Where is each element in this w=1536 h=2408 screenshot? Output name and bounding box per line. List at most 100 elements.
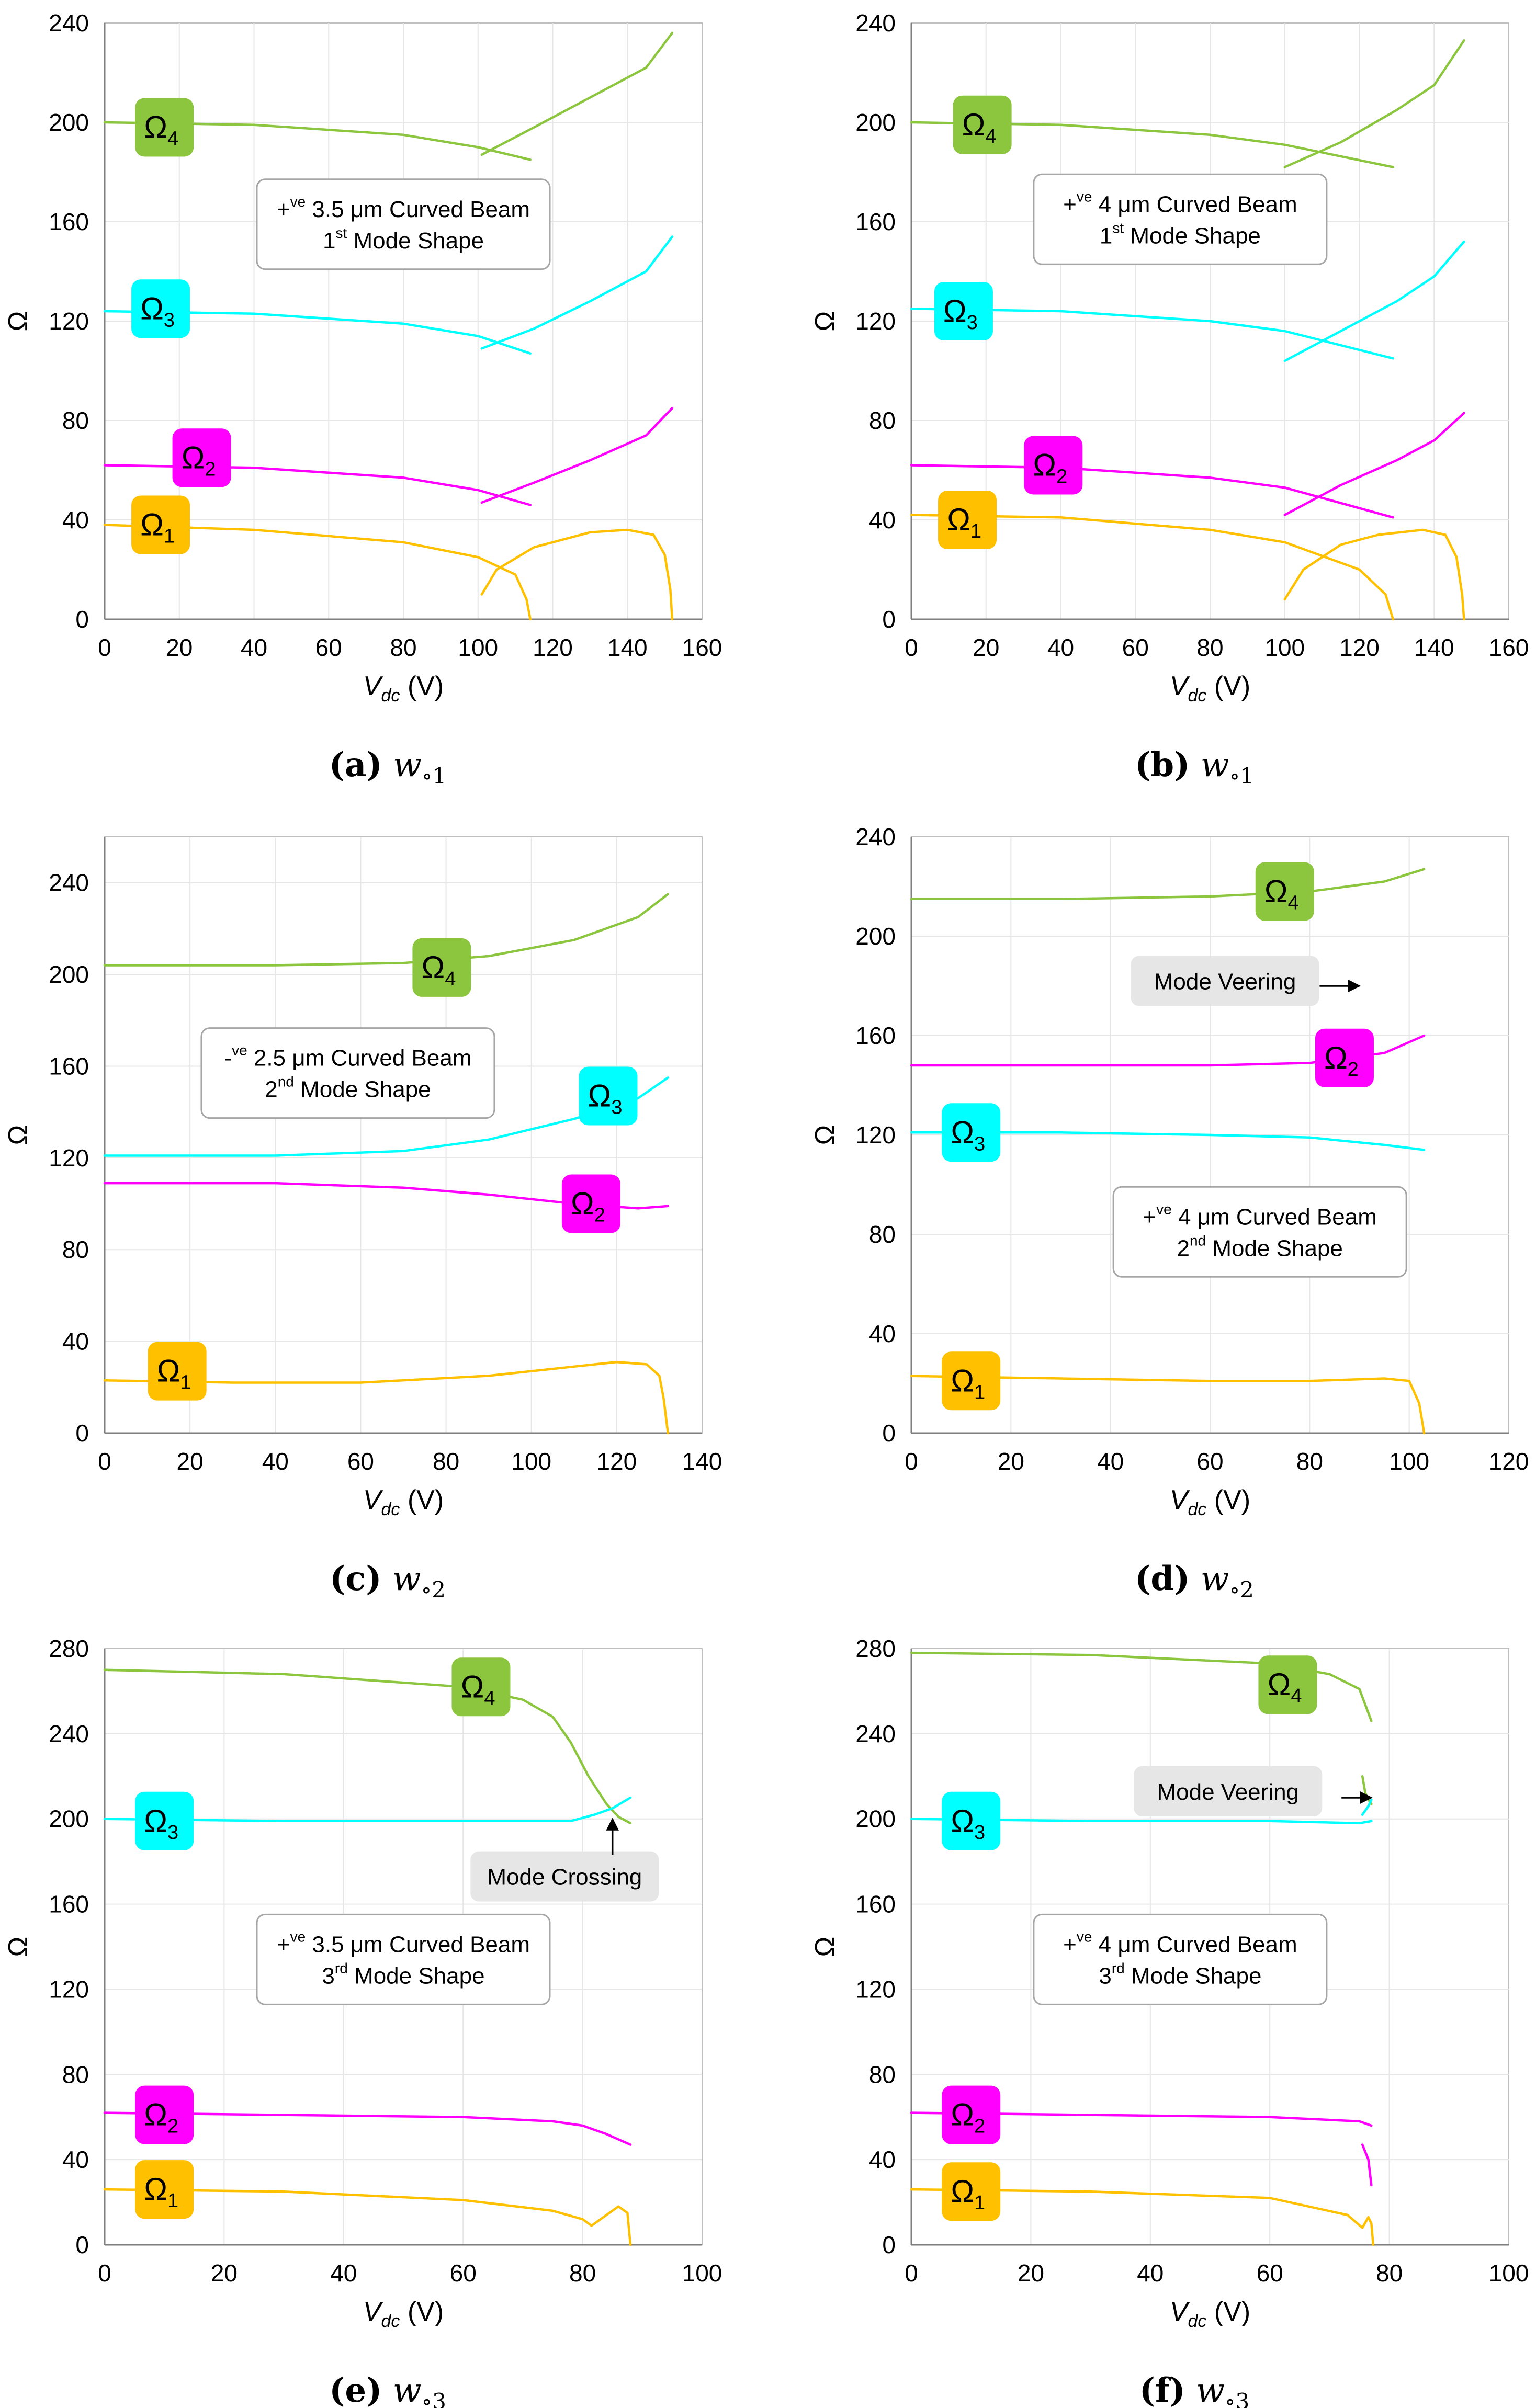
caption-letter: (d) <box>1135 1559 1190 1598</box>
x-tick-label: 0 <box>98 1448 111 1475</box>
x-tick-label: 20 <box>177 1448 204 1475</box>
series-label-tag <box>135 2160 194 2219</box>
series-label-subscript: 3 <box>167 1822 178 1844</box>
y-axis-title: Ω <box>810 1937 840 1957</box>
series-line <box>910 1375 1426 1435</box>
series-label: Ω3 <box>951 1803 985 1844</box>
series-label: Ω2 <box>571 1186 605 1226</box>
series-line <box>103 893 669 967</box>
chart-panel-d: 0 20 40 60 80 100 120 0 40 80 120 160 200 240 Vdc (V) Ω… <box>810 823 1529 1603</box>
series-label-subscript: 2 <box>594 1205 605 1226</box>
annotation-text: 3 <box>1099 1963 1111 1989</box>
y-tick-label: 160 <box>855 1022 896 1049</box>
series-label-subscript: 4 <box>1291 1685 1302 1707</box>
annotation-superscript: nd <box>1190 1232 1206 1248</box>
series-label-subscript: 2 <box>974 2116 985 2138</box>
annotation-box <box>256 1913 551 2005</box>
callout-box <box>1134 1766 1323 1816</box>
series-label-subscript: 4 <box>484 1687 495 1709</box>
caption-symbol: w <box>1185 2371 1225 2408</box>
y-tick-label: 40 <box>869 2146 896 2173</box>
callout-text: Mode Crossing <box>487 1865 642 1890</box>
y-tick-label: 240 <box>49 869 89 896</box>
x-axis-title-subscript: dc <box>1188 2311 1207 2331</box>
annotation-line: +ve 3.5 μm Curved Beam <box>277 194 530 222</box>
series-label-tag <box>934 282 993 340</box>
series-label-tag <box>148 1342 207 1401</box>
series-line <box>480 407 674 504</box>
x-tick-label: 80 <box>1296 1448 1323 1475</box>
annotation-text: + <box>277 1932 290 1957</box>
series-label-tag <box>172 428 231 487</box>
series-line <box>480 235 674 350</box>
x-tick-label: 40 <box>330 2259 357 2287</box>
series-label: Ω1 <box>951 2174 985 2214</box>
panel-caption: (e) w∘3 <box>329 2371 446 2408</box>
y-tick-label: 160 <box>49 208 89 235</box>
annotation-line: +ve 3.5 μm Curved Beam <box>277 1928 530 1957</box>
x-tick-label: 60 <box>347 1448 374 1475</box>
x-tick-label: 60 <box>315 634 342 661</box>
y-axis-title: Ω <box>3 1937 33 1957</box>
y-tick-label: 40 <box>62 506 89 533</box>
x-tick-label: 20 <box>166 634 193 661</box>
series-line <box>103 1360 669 1435</box>
series-label-tag <box>1258 1655 1317 1714</box>
annotation-text: 1 <box>323 228 335 254</box>
series-label-tag <box>942 1351 1001 1411</box>
annotation-text: 2 <box>1177 1235 1189 1261</box>
plot-area <box>104 836 703 1434</box>
series-label: Ω3 <box>144 1803 178 1844</box>
series-label: Ω3 <box>588 1078 623 1118</box>
series-label: Ω1 <box>144 2172 178 2212</box>
y-tick-label: 80 <box>869 1221 896 1248</box>
series-line <box>103 1796 632 1823</box>
series-label-symbol: Ω <box>962 107 986 142</box>
annotation-text: Mode Shape <box>1124 223 1261 248</box>
annotation-text: 1 <box>1100 223 1112 248</box>
series-label-symbol: Ω <box>951 2097 974 2132</box>
x-axis-title-unit: (V) <box>1206 2297 1250 2327</box>
series-label: Ω4 <box>1267 1667 1302 1707</box>
annotation-line: +ve 4 μm Curved Beam <box>1063 1928 1297 1957</box>
x-tick-label: 40 <box>1047 634 1074 661</box>
x-tick-label: 40 <box>1137 2259 1164 2287</box>
series-line <box>480 528 674 621</box>
x-tick-label: 0 <box>98 2259 111 2287</box>
series-line <box>103 2111 632 2146</box>
series-label-subscript: 2 <box>167 2116 178 2138</box>
x-tick-label: 60 <box>1196 1448 1223 1475</box>
caption-letter: (c) <box>330 1559 382 1598</box>
x-tick-label: 80 <box>1376 2259 1403 2287</box>
x-axis-title: Vdc (V) <box>363 671 444 706</box>
series-line <box>910 1034 1426 1067</box>
series-label-subscript: 4 <box>445 968 456 990</box>
chart-panel-e: 0 20 40 60 80 100 0 40 80 120 160 200 240 280 Vdc (V) Ω… <box>3 1635 722 2408</box>
series-label-subscript: 3 <box>974 1133 985 1155</box>
series-label-tag <box>942 1791 1001 1850</box>
x-tick-label: 100 <box>511 1448 551 1475</box>
series-label-symbol: Ω <box>951 2174 974 2209</box>
caption-letter: (f) <box>1139 2371 1185 2408</box>
x-tick-label: 60 <box>1257 2259 1283 2287</box>
annotation-superscript: ve <box>290 194 306 210</box>
series-label-subscript: 3 <box>611 1096 622 1118</box>
x-tick-label: 40 <box>1097 1448 1124 1475</box>
y-tick-label: 0 <box>882 606 896 633</box>
series-line <box>1361 2143 1373 2187</box>
x-tick-label: 0 <box>905 634 918 661</box>
series-line <box>910 2188 1375 2246</box>
x-tick-label: 100 <box>1489 2259 1529 2287</box>
x-axis-title-subscript: dc <box>1188 686 1207 706</box>
callout-box <box>1131 956 1319 1006</box>
annotation-line: 1st Mode Shape <box>323 225 484 254</box>
annotation-text: 3 <box>322 1963 334 1989</box>
annotation-line: 2nd Mode Shape <box>1177 1232 1342 1261</box>
x-tick-label: 120 <box>1489 1448 1529 1475</box>
x-tick-label: 160 <box>1489 634 1529 661</box>
x-axis-title-unit: (V) <box>1206 1485 1250 1515</box>
series-label-tag <box>938 491 997 549</box>
x-axis-title: Vdc (V) <box>363 1485 444 1519</box>
series-label-tag <box>1024 436 1083 495</box>
